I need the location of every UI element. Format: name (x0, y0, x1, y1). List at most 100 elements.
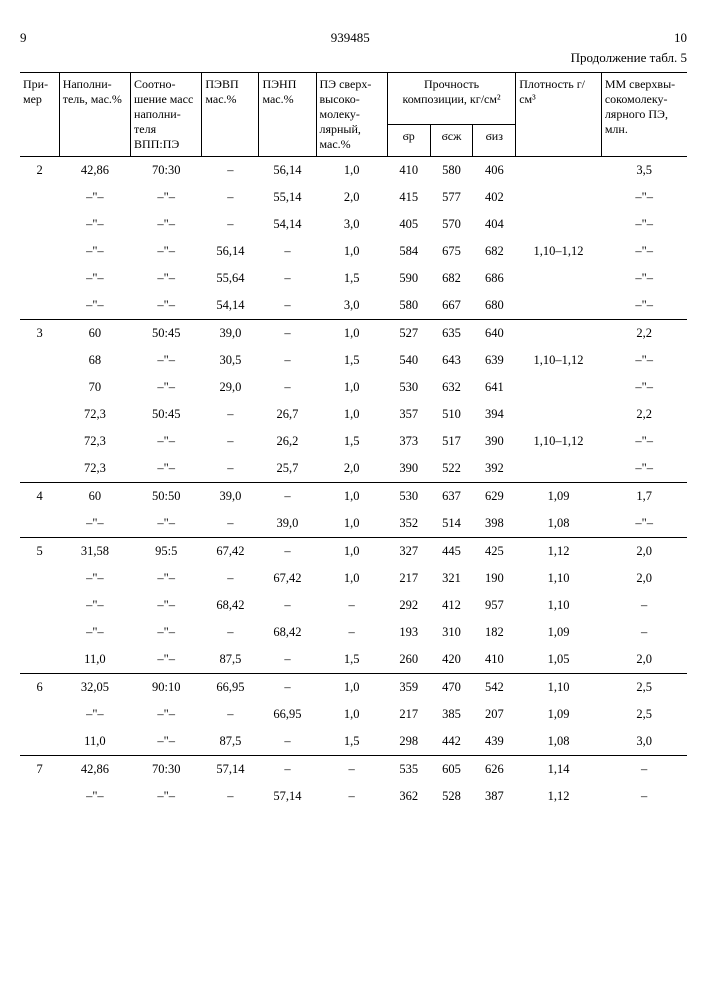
table-row: 72,3–"––26,21,53735173901,10–1,12–"– (20, 428, 687, 455)
cell: 1,5 (316, 347, 387, 374)
cell: 392 (473, 455, 516, 483)
cell: –"– (131, 646, 202, 674)
cell: 1,0 (316, 157, 387, 185)
cell (20, 238, 59, 265)
cell: 1,10–1,12 (516, 238, 602, 265)
cell: –"– (601, 428, 687, 455)
cell: 67,42 (202, 538, 259, 566)
cell: 3 (20, 320, 59, 348)
cell: 1,0 (316, 320, 387, 348)
cell: –"– (131, 455, 202, 483)
cell: 1,0 (316, 238, 387, 265)
cell: –"– (131, 347, 202, 374)
cell: –"– (59, 783, 130, 810)
col-sigma-szh: ϭсж (430, 125, 473, 157)
cell: 1,0 (316, 401, 387, 428)
cell: 540 (387, 347, 430, 374)
cell: 2,0 (316, 184, 387, 211)
cell: – (601, 756, 687, 784)
cell (516, 184, 602, 211)
cell: 72,3 (59, 455, 130, 483)
cell: – (202, 428, 259, 455)
data-table: При- мер Наполни- тель, мас.% Соотно- ше… (20, 72, 687, 810)
cell: 1,0 (316, 510, 387, 538)
cell: –"– (131, 238, 202, 265)
cell: 72,3 (59, 428, 130, 455)
cell: 190 (473, 565, 516, 592)
cell: 357 (387, 401, 430, 428)
col-primer: При- мер (20, 73, 59, 157)
cell: 442 (430, 728, 473, 756)
col-pevp: ПЭВП мас.% (202, 73, 259, 157)
cell (20, 565, 59, 592)
cell: – (259, 320, 316, 348)
cell: – (202, 184, 259, 211)
cell: 1,09 (516, 483, 602, 511)
cell: 72,3 (59, 401, 130, 428)
cell: 39,0 (202, 320, 259, 348)
cell: 50:50 (131, 483, 202, 511)
cell: –"– (131, 619, 202, 646)
table-row: 632,0590:1066,95–1,03594705421,102,5 (20, 674, 687, 702)
cell: 1,0 (316, 538, 387, 566)
cell: 1,7 (601, 483, 687, 511)
cell: – (202, 619, 259, 646)
cell: 1,10 (516, 565, 602, 592)
cell: – (202, 455, 259, 483)
cell: –"– (601, 374, 687, 401)
table-row: 742,8670:3057,14––5356056261,14– (20, 756, 687, 784)
cell: 2,2 (601, 401, 687, 428)
cell: 510 (430, 401, 473, 428)
table-row: 70–"–29,0–1,0530632641–"– (20, 374, 687, 401)
cell: 26,2 (259, 428, 316, 455)
table-row: –"––"–56,14–1,05846756821,10–1,12–"– (20, 238, 687, 265)
col-ratio: Соотно- шение масс наполни- теля ВПП:ПЭ (131, 73, 202, 157)
cell: 605 (430, 756, 473, 784)
cell: 26,7 (259, 401, 316, 428)
col-sigma-iz: ϭиз (473, 125, 516, 157)
cell (20, 646, 59, 674)
cell: 1,12 (516, 538, 602, 566)
cell: – (259, 483, 316, 511)
cell: 1,0 (316, 374, 387, 401)
cell: 470 (430, 674, 473, 702)
cell: 2,5 (601, 674, 687, 702)
cell: 1,5 (316, 728, 387, 756)
cell: 373 (387, 428, 430, 455)
cell: – (601, 783, 687, 810)
cell: –"– (59, 211, 130, 238)
cell: – (202, 401, 259, 428)
cell: 182 (473, 619, 516, 646)
cell: – (202, 211, 259, 238)
cell: 31,58 (59, 538, 130, 566)
cell: 632 (430, 374, 473, 401)
cell: 404 (473, 211, 516, 238)
cell (516, 320, 602, 348)
cell: 1,10 (516, 592, 602, 619)
cell: –"– (131, 184, 202, 211)
cell: 667 (430, 292, 473, 320)
cell (516, 157, 602, 185)
cell: 11,0 (59, 728, 130, 756)
cell: – (316, 619, 387, 646)
cell: 528 (430, 783, 473, 810)
cell: 54,14 (202, 292, 259, 320)
cell: – (601, 619, 687, 646)
cell: 580 (387, 292, 430, 320)
table-row: –"––"–68,42––2924129571,10– (20, 592, 687, 619)
cell: 2 (20, 157, 59, 185)
table-row: –"––"–55,64–1,5590682686–"– (20, 265, 687, 292)
cell: –"– (131, 428, 202, 455)
cell: 66,95 (259, 701, 316, 728)
cell: –"– (131, 783, 202, 810)
cell: 641 (473, 374, 516, 401)
cell: 682 (430, 265, 473, 292)
cell: 56,14 (202, 238, 259, 265)
cell: 405 (387, 211, 430, 238)
cell (20, 265, 59, 292)
cell: 70:30 (131, 756, 202, 784)
cell (516, 374, 602, 401)
table-head: При- мер Наполни- тель, мас.% Соотно- ше… (20, 73, 687, 157)
col-penp: ПЭНП мас.% (259, 73, 316, 157)
cell: –"– (601, 347, 687, 374)
